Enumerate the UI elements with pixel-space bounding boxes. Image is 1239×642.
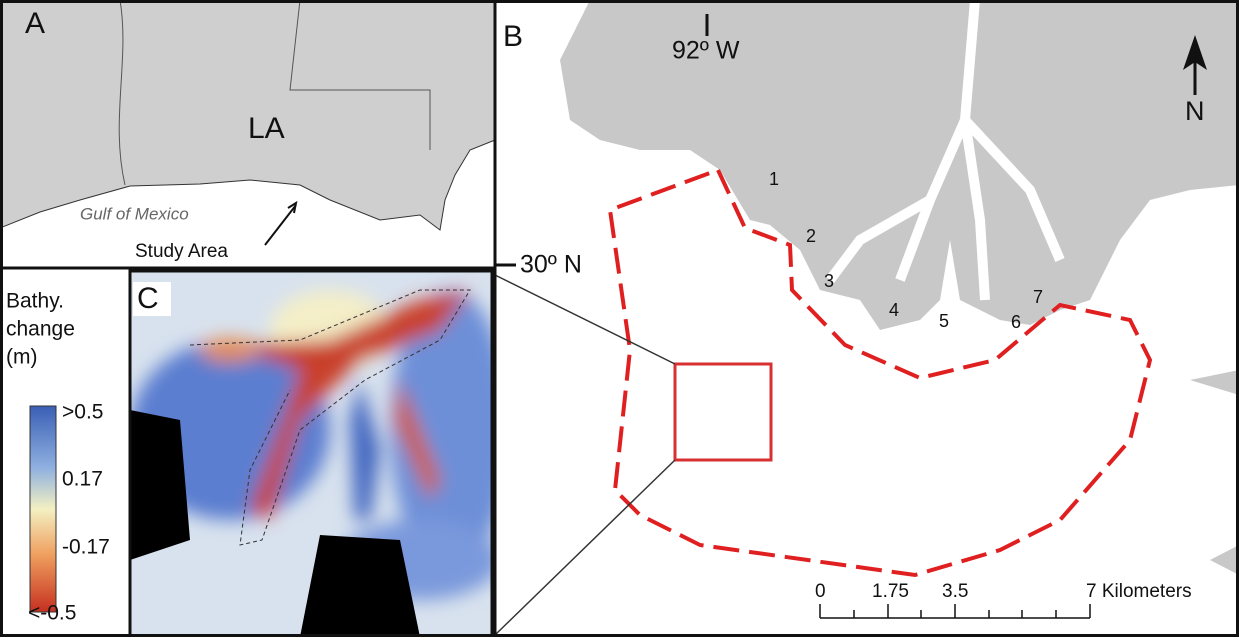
scale-label: 1.75 [872,581,909,602]
latitude-label: 30º N [520,251,582,279]
sea-label: Gulf of Mexico [80,204,189,223]
legend-label: 0.17 [62,468,103,491]
legend-title: (m) [6,346,37,369]
longitude-label: 92º W [672,37,740,65]
north-arrow [1183,35,1207,70]
legend-title: change [6,318,75,341]
inset-box [673,362,773,462]
site-label: 5 [939,311,949,331]
legend-title: Bathy. [6,290,64,313]
panel-letter: B [503,20,523,53]
site-label: 3 [824,271,834,291]
color-bar [29,405,57,613]
scale-label: 3.5 [942,581,968,602]
panel-c: C Bathy. change (m) >0.5 0.17 -0.17 <-0.… [0,268,495,639]
arrow [264,200,298,246]
site-label: 6 [1011,312,1021,332]
panel-a: A LA Gulf of Mexico Study Area [0,0,496,268]
panel-letter: A [25,7,45,40]
site-label: 1 [769,169,779,189]
state-label: LA [248,112,285,145]
scale-bar [819,604,1091,619]
north-label: N [1185,96,1205,126]
scale-label: 0 [815,581,826,602]
study-area-label: Study Area [135,241,228,262]
study-boundary [607,167,1153,578]
legend-label: -0.17 [62,536,110,559]
panel-letter: C [137,282,159,315]
site-label: 2 [806,226,816,246]
legend-label: >0.5 [62,401,103,424]
panel-b: B 92º W 30º N N 1 2 3 4 5 6 7 0 1.75 3.5… [494,0,1239,637]
legend-label: <-0.5 [28,602,76,625]
scale-label: 7 Kilometers [1086,581,1192,602]
site-label: 7 [1033,287,1043,307]
site-label: 4 [889,300,899,320]
